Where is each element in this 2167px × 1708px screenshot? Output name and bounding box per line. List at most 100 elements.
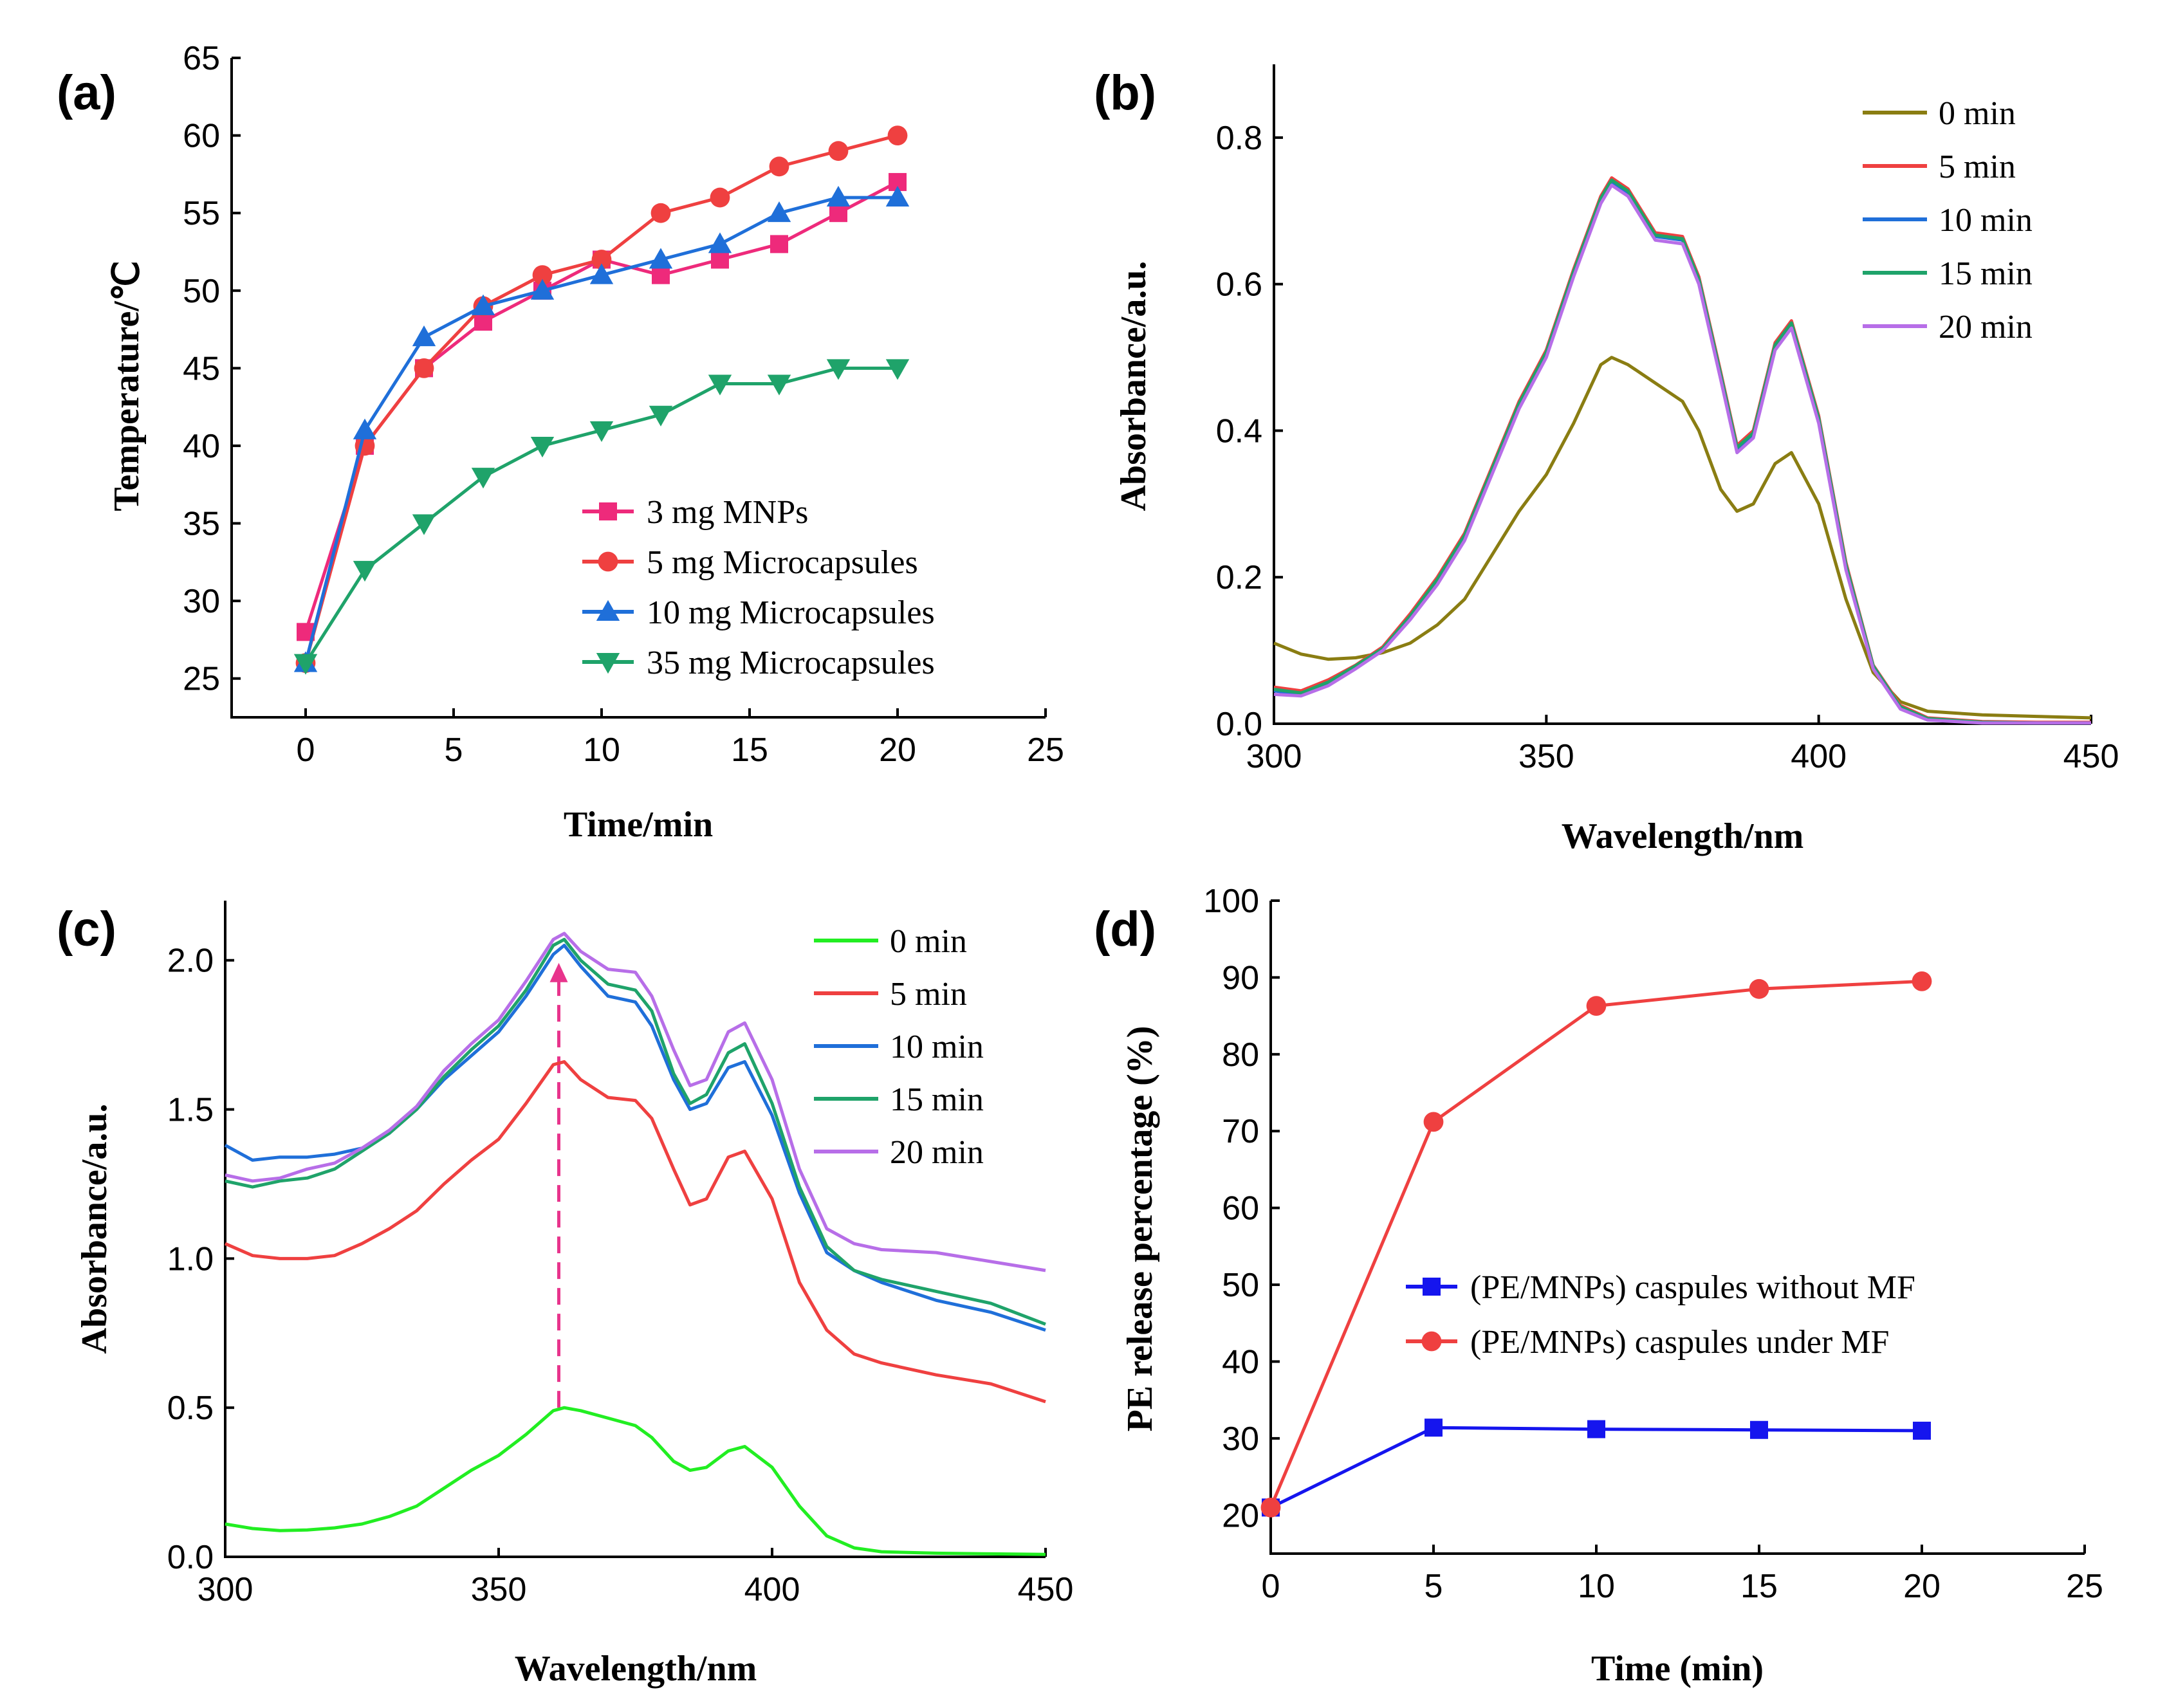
series-2: 10 mg Microcapsules xyxy=(293,185,935,672)
x-tick-label: 300 xyxy=(198,1571,254,1608)
x-tick-label: 20 xyxy=(1903,1568,1941,1605)
x-tick-label: 15 xyxy=(731,731,768,769)
x-tick-label: 10 xyxy=(583,731,620,769)
chart-panel-b: (b) 300 350 400 450 0.0 0.2 0.4 0.6 0.8 Wavelength… xyxy=(1094,64,2119,856)
x-tick-label: 450 xyxy=(1018,1571,1074,1608)
series-line xyxy=(1273,356,2092,720)
legend-label: 0 min xyxy=(890,923,967,960)
legend-label: 35 mg Microcapsules xyxy=(647,645,935,681)
y-tick-label: 30 xyxy=(1222,1420,1259,1458)
y-tick-label: 2.0 xyxy=(167,942,214,980)
data-point xyxy=(589,263,614,284)
y-tick-label: 45 xyxy=(183,350,220,387)
chart-panel-c: (c) 300 350 400 450 0.0 0.5 1.0 1.5 2.0 Wavelength… xyxy=(57,901,1073,1689)
y-tick-label: 65 xyxy=(183,40,220,77)
y-tick-label: 1.5 xyxy=(167,1092,214,1129)
y-tick-label: 0.5 xyxy=(167,1390,214,1427)
x-tick-label: 25 xyxy=(2066,1568,2103,1605)
y-tick-label: 0.6 xyxy=(1216,266,1262,304)
y-tick-label: 40 xyxy=(183,428,220,465)
y-tick-label: 0.2 xyxy=(1216,559,1262,596)
data-point xyxy=(650,203,671,223)
series-3: 15 min xyxy=(1273,178,2091,725)
data-point xyxy=(530,436,555,458)
peak-marker-arrowhead xyxy=(549,962,568,982)
series-0: 0 min xyxy=(225,923,1046,1556)
data-point xyxy=(649,248,673,269)
legend-label: (PE/MNPs) caspules without MF xyxy=(1470,1269,1915,1306)
x-tick-label: 350 xyxy=(1518,738,1574,775)
x-tick-label: 10 xyxy=(1578,1568,1615,1605)
panel-label: (a) xyxy=(57,66,116,120)
legend-marker xyxy=(596,653,620,674)
x-axis-title: Wavelength/nm xyxy=(1562,816,1803,856)
legend-label: 10 mg Microcapsules xyxy=(647,594,935,631)
data-point xyxy=(829,204,847,223)
data-point xyxy=(353,560,377,582)
legend-label: 10 min xyxy=(890,1029,984,1065)
chart-panel-a: (a) 0 5 10 15 20 25 25 30 35 40 45 50 55 60 65 Time/min T… xyxy=(57,40,1064,845)
data-point xyxy=(1750,1420,1768,1439)
series-line xyxy=(225,1060,1046,1404)
data-point xyxy=(471,468,495,489)
x-tick-label: 450 xyxy=(2063,738,2119,775)
series-1: (PE/MNPs) caspules under MF xyxy=(1260,971,1932,1518)
data-point xyxy=(353,418,377,439)
data-point xyxy=(1586,996,1607,1016)
data-point xyxy=(1260,1497,1281,1518)
y-tick-label: 80 xyxy=(1222,1036,1259,1074)
data-point xyxy=(652,266,670,284)
x-axis-title: Time (min) xyxy=(1591,1649,1764,1689)
data-point xyxy=(649,405,673,427)
series-line xyxy=(1269,1426,1923,1509)
data-point xyxy=(1913,1421,1931,1440)
legend-label: 10 min xyxy=(1939,202,2033,239)
series-4: 20 min xyxy=(225,932,1046,1272)
x-tick-label: 0 xyxy=(1262,1568,1280,1605)
series-line xyxy=(304,134,898,664)
chart-panel-d: (d) 0 5 10 15 20 25 20 30 40 50 60 70 80 90 100 Time (mi… xyxy=(1094,883,2103,1689)
y-axis-title: Absorbance/a.u. xyxy=(75,1104,115,1354)
y-tick-label: 55 xyxy=(183,195,220,232)
legend-label: 20 min xyxy=(890,1134,984,1171)
data-point xyxy=(1423,1112,1444,1132)
y-tick-label: 100 xyxy=(1203,883,1259,920)
panel-label: (d) xyxy=(1094,902,1156,957)
data-point xyxy=(589,421,614,443)
data-point xyxy=(828,141,849,161)
legend-label: 20 min xyxy=(1939,309,2033,345)
y-tick-label: 0.0 xyxy=(1216,706,1262,743)
legend-label: 0 min xyxy=(1939,95,2016,132)
data-point xyxy=(591,250,612,270)
series-line xyxy=(225,1406,1046,1556)
x-tick-label: 0 xyxy=(297,731,315,769)
y-tick-label: 25 xyxy=(183,661,220,698)
data-point xyxy=(1425,1419,1443,1437)
data-point xyxy=(826,185,851,207)
data-point xyxy=(770,235,788,253)
y-tick-label: 0.4 xyxy=(1216,412,1262,450)
x-tick-label: 350 xyxy=(471,1571,527,1608)
y-tick-label: 60 xyxy=(1222,1190,1259,1227)
series-line xyxy=(1273,183,2091,725)
legend-marker xyxy=(599,502,617,520)
axes-frame xyxy=(230,58,1046,719)
x-tick-label: 15 xyxy=(1740,1568,1778,1605)
data-point xyxy=(887,125,908,145)
y-axis-title: Absorbance/a.u. xyxy=(1114,261,1154,511)
x-tick-label: 400 xyxy=(1791,738,1847,775)
legend-marker xyxy=(1421,1331,1442,1352)
x-tick-label: 5 xyxy=(445,731,463,769)
legend-label: (PE/MNPs) caspules under MF xyxy=(1470,1324,1889,1361)
legend-label: 3 mg MNPs xyxy=(647,494,808,531)
y-tick-label: 40 xyxy=(1222,1343,1259,1381)
data-point xyxy=(412,514,436,535)
series-4: 20 min xyxy=(1273,183,2091,725)
y-tick-label: 50 xyxy=(1222,1267,1259,1304)
series-2: 10 min xyxy=(224,944,1046,1332)
data-point xyxy=(471,294,495,315)
legend-marker xyxy=(598,551,618,572)
data-point xyxy=(530,279,555,300)
data-point xyxy=(826,359,851,380)
